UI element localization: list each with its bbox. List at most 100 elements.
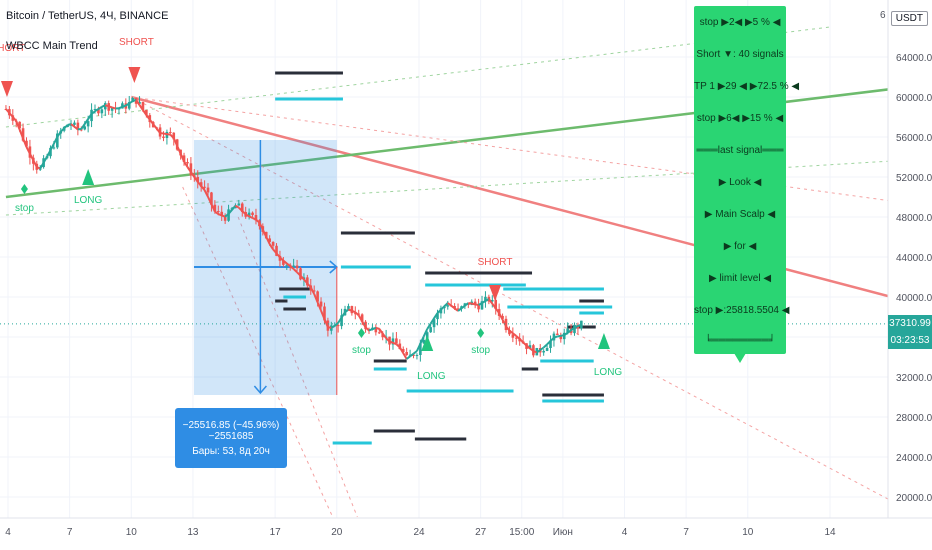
ma-segment: [214, 210, 219, 215]
ma-segment: [316, 301, 322, 312]
ma-segment: [398, 346, 405, 354]
ma-segment: [36, 166, 41, 170]
candle-body: [97, 108, 100, 114]
ma-segment: [190, 171, 196, 178]
panel-row: ▶ Main Scalp ◀: [704, 209, 776, 220]
ma-segment: [560, 334, 565, 337]
candle-body: [312, 290, 316, 292]
ma-segment: [138, 104, 144, 111]
ma-segment: [422, 328, 429, 337]
ma-segment: [245, 213, 250, 218]
ma-segment: [375, 326, 380, 330]
candle-body: [237, 203, 241, 206]
ma-segment: [512, 332, 517, 337]
ma-segment: [351, 309, 356, 314]
candle-body: [56, 133, 59, 148]
ma-segment: [128, 100, 134, 105]
ma-segment: [525, 344, 531, 350]
ma-segment: [468, 302, 472, 305]
measure-v-arrowhead: [253, 385, 267, 395]
candle-body: [545, 347, 549, 351]
ma-segment: [149, 119, 155, 125]
ma-segment: [5, 108, 11, 114]
panel-row: stop ▶2◀ ▶5 % ◀: [699, 17, 781, 28]
currency-badge[interactable]: USDT: [890, 11, 928, 26]
candle-body: [422, 340, 426, 344]
candle-body: [484, 296, 487, 302]
ma-segment: [577, 323, 582, 327]
ma-segment: [454, 307, 459, 312]
x-tick-label: 7: [683, 527, 689, 538]
ma-segment: [73, 125, 79, 131]
trend-line-upper-green-dashed: [5, 26, 831, 128]
candle-body: [52, 147, 56, 149]
x-tick-label: 4: [622, 527, 628, 538]
ma-segment: [56, 131, 62, 138]
ma-segment: [63, 124, 69, 130]
measure-change: −25516.85 (−45.96%) −2551685: [182, 420, 280, 442]
ma-segment: [546, 340, 552, 346]
ma-segment: [275, 252, 281, 259]
ma-segment: [491, 303, 497, 309]
candle-body: [511, 334, 515, 338]
ma-segment: [18, 129, 25, 139]
panel-row: Short ▼: 40 signals: [696, 49, 784, 60]
candle-body: [162, 136, 165, 138]
signal-label: LONG: [74, 195, 103, 206]
short-arrow-icon: [0, 81, 13, 97]
ma-segment: [286, 262, 291, 267]
candle-body: [213, 204, 217, 212]
x-tick-label: 15:00: [509, 527, 534, 538]
ma-segment: [83, 118, 89, 125]
candle-body: [415, 354, 419, 356]
ma-segment: [306, 282, 312, 289]
y-axis-bg: [888, 0, 932, 550]
candle-body: [223, 215, 227, 221]
candle-body: [556, 333, 559, 335]
candle-body: [210, 192, 213, 205]
ma-segment: [108, 105, 113, 109]
candle-body: [216, 211, 220, 213]
ma-segment: [94, 108, 99, 113]
short-arrow-icon: [128, 67, 141, 83]
ma-segment: [122, 104, 127, 108]
x-tick-label: 10: [126, 527, 138, 538]
ma-segment: [433, 312, 439, 319]
measure-label[interactable]: −25516.85 (−45.96%) −2551685 Бары: 53, 8…: [175, 408, 287, 468]
candle-body: [456, 308, 460, 310]
long-arrow-icon: [597, 333, 610, 349]
ma-segment: [196, 181, 202, 187]
ma-segment: [292, 268, 298, 274]
ma-segment: [42, 156, 48, 164]
candle-body: [21, 128, 25, 141]
candle-body: [374, 327, 378, 333]
ma-segment: [203, 189, 209, 198]
ma-segment: [272, 248, 278, 255]
candle-body: [381, 333, 384, 338]
candle-body: [189, 163, 193, 176]
x-tick-label: 14: [824, 527, 836, 538]
stop-diamond-icon: [477, 328, 485, 338]
ma-segment: [361, 320, 367, 328]
indicator-name[interactable]: WBCC Main Trend: [6, 40, 98, 52]
ma-segment: [104, 104, 110, 108]
ma-segment: [53, 136, 59, 145]
x-tick-label: 13: [187, 527, 199, 538]
ma-segment: [494, 307, 500, 314]
ma-segment: [135, 99, 141, 106]
symbol-title[interactable]: Bitcoin / TetherUS, 4Ч, BINANCE: [6, 10, 169, 22]
ma-segment: [221, 214, 226, 218]
ma-segment: [231, 205, 237, 211]
ma-segment: [252, 217, 257, 221]
top-right-fragment: 6: [880, 10, 886, 21]
candle-body: [508, 330, 511, 335]
candle-body: [169, 131, 172, 133]
ma-segment: [125, 102, 130, 107]
ma-segment: [567, 329, 572, 334]
candle-body: [490, 300, 494, 302]
candle-body: [549, 340, 552, 348]
ma-segment: [429, 317, 435, 325]
ma-segment: [210, 203, 216, 212]
x-tick-label: 27: [475, 527, 487, 538]
